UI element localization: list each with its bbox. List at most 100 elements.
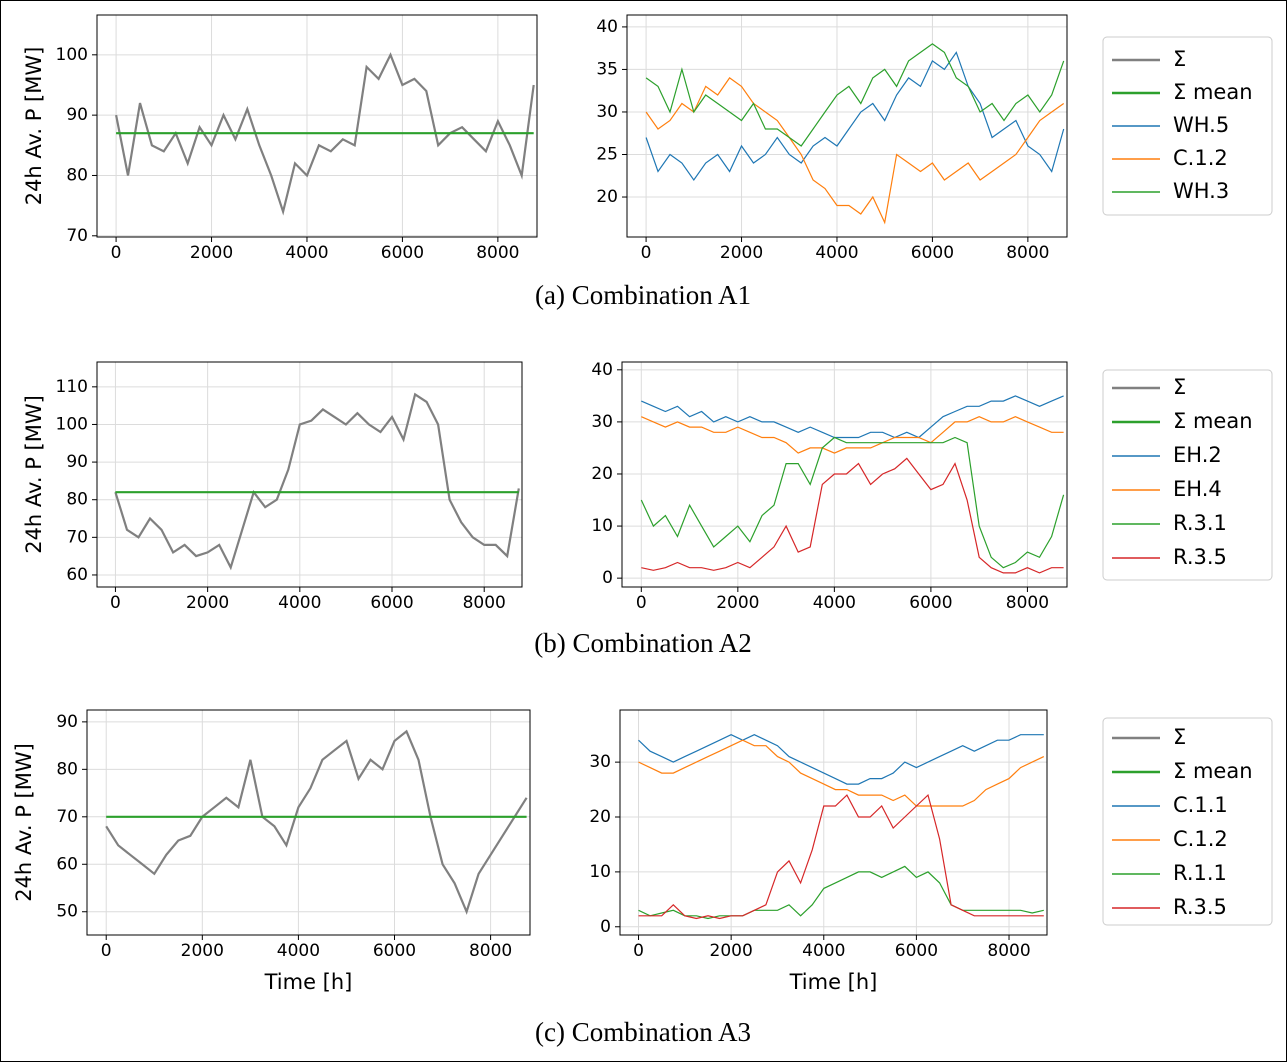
x-tick-label: 0 bbox=[641, 243, 652, 263]
y-tick-label: 80 bbox=[66, 490, 88, 510]
caption: (b) Combination A2 bbox=[534, 628, 752, 658]
y-tick-label: 40 bbox=[591, 360, 613, 380]
x-tick-label: 2000 bbox=[716, 593, 759, 613]
y-tick-label: 40 bbox=[596, 17, 618, 37]
axes-frame bbox=[86, 709, 531, 936]
y-tick-label: 60 bbox=[56, 854, 78, 874]
x-tick-label: 0 bbox=[111, 243, 122, 263]
y-tick-label: 10 bbox=[591, 516, 613, 536]
y-tick-label: 30 bbox=[589, 752, 611, 772]
y-tick-label: 90 bbox=[66, 452, 88, 472]
y-tick-label: 50 bbox=[56, 902, 78, 922]
y-tick-label: 80 bbox=[56, 759, 78, 779]
x-tick-label: 0 bbox=[110, 593, 121, 613]
series-line bbox=[645, 77, 1065, 225]
y-tick-label: 110 bbox=[56, 377, 88, 397]
y-tick-label: 30 bbox=[591, 412, 613, 432]
x-tick-label: 8000 bbox=[469, 941, 512, 961]
legend-label: C.1.1 bbox=[1173, 793, 1228, 817]
x-tick-label: 4000 bbox=[285, 243, 328, 263]
x-tick-label: 4000 bbox=[278, 593, 321, 613]
x-tick-label: 4000 bbox=[815, 243, 858, 263]
y-tick-label: 90 bbox=[66, 105, 88, 125]
caption: (a) Combination A1 bbox=[535, 280, 751, 310]
x-tick-label: 0 bbox=[633, 941, 644, 961]
axes-frame bbox=[626, 14, 1068, 238]
y-tick-label: 10 bbox=[589, 862, 611, 882]
y-axis-label: 24h Av. P [MW] bbox=[12, 743, 36, 902]
series-line bbox=[641, 457, 1064, 574]
x-tick-label: 2000 bbox=[186, 593, 229, 613]
y-tick-label: 20 bbox=[596, 187, 618, 207]
legend-label: R.3.1 bbox=[1173, 511, 1227, 535]
x-tick-label: 2000 bbox=[190, 243, 233, 263]
axes-frame bbox=[619, 709, 1048, 936]
y-tick-label: 0 bbox=[600, 917, 611, 937]
x-tick-label: 8000 bbox=[1006, 593, 1049, 613]
series-line bbox=[641, 395, 1064, 439]
axes-frame bbox=[621, 361, 1068, 588]
series-line bbox=[640, 436, 1065, 569]
axes-frame bbox=[96, 361, 523, 588]
x-tick-label: 6000 bbox=[373, 941, 416, 961]
legend-label: WH.5 bbox=[1173, 113, 1229, 137]
legend-label: Σ bbox=[1173, 375, 1186, 399]
x-axis-label: Time [h] bbox=[264, 970, 353, 994]
axes-frame bbox=[96, 14, 538, 238]
x-tick-label: 6000 bbox=[909, 593, 952, 613]
y-tick-label: 90 bbox=[56, 712, 78, 732]
x-tick-label: 6000 bbox=[895, 941, 938, 961]
x-tick-label: 8000 bbox=[987, 941, 1030, 961]
x-tick-label: 4000 bbox=[802, 941, 845, 961]
series-line bbox=[115, 52, 535, 216]
legend-label: Σ mean bbox=[1173, 80, 1253, 104]
legend-label: C.1.2 bbox=[1173, 827, 1228, 851]
y-axis-label: 24h Av. P [MW] bbox=[22, 395, 46, 554]
series-line bbox=[638, 739, 1045, 807]
series-line bbox=[114, 392, 520, 571]
x-tick-label: 2000 bbox=[720, 243, 763, 263]
y-tick-label: 60 bbox=[66, 565, 88, 585]
x-tick-label: 8000 bbox=[1006, 243, 1049, 263]
series-line bbox=[641, 416, 1064, 454]
x-tick-label: 6000 bbox=[381, 243, 424, 263]
y-tick-label: 30 bbox=[596, 102, 618, 122]
legend-label: Σ mean bbox=[1173, 759, 1253, 783]
x-tick-label: 4000 bbox=[277, 941, 320, 961]
legend-label: EH.4 bbox=[1173, 477, 1222, 501]
x-tick-label: 6000 bbox=[911, 243, 954, 263]
legend-label: R.3.5 bbox=[1173, 545, 1227, 569]
x-tick-label: 0 bbox=[636, 593, 647, 613]
y-tick-label: 70 bbox=[66, 226, 88, 246]
x-tick-label: 2000 bbox=[710, 941, 753, 961]
y-tick-label: 100 bbox=[56, 414, 88, 434]
y-tick-label: 35 bbox=[596, 59, 618, 79]
caption: (c) Combination A3 bbox=[535, 1017, 751, 1047]
legend-label: Σ bbox=[1173, 725, 1186, 749]
series-line bbox=[638, 793, 1044, 920]
series-line bbox=[105, 729, 528, 915]
series-line bbox=[645, 51, 1065, 182]
legend-label: Σ mean bbox=[1173, 409, 1253, 433]
series-line bbox=[638, 865, 1044, 920]
x-tick-label: 8000 bbox=[476, 243, 519, 263]
y-tick-label: 100 bbox=[56, 45, 88, 65]
y-tick-label: 0 bbox=[602, 568, 613, 588]
y-tick-label: 20 bbox=[591, 464, 613, 484]
x-tick-label: 8000 bbox=[463, 593, 506, 613]
x-tick-label: 0 bbox=[101, 941, 112, 961]
y-axis-label: 24h Av. P [MW] bbox=[22, 47, 46, 206]
y-tick-label: 25 bbox=[596, 144, 618, 164]
legend-label: R.3.5 bbox=[1173, 895, 1227, 919]
y-tick-label: 70 bbox=[56, 807, 78, 827]
x-tick-label: 6000 bbox=[370, 593, 413, 613]
legend-label: Σ bbox=[1173, 47, 1186, 71]
x-axis-label: Time [h] bbox=[789, 970, 878, 994]
legend-box bbox=[1102, 36, 1273, 216]
legend-label: R.1.1 bbox=[1173, 861, 1227, 885]
y-tick-label: 80 bbox=[66, 165, 88, 185]
y-tick-label: 70 bbox=[66, 527, 88, 547]
legend-box bbox=[1102, 717, 1273, 926]
